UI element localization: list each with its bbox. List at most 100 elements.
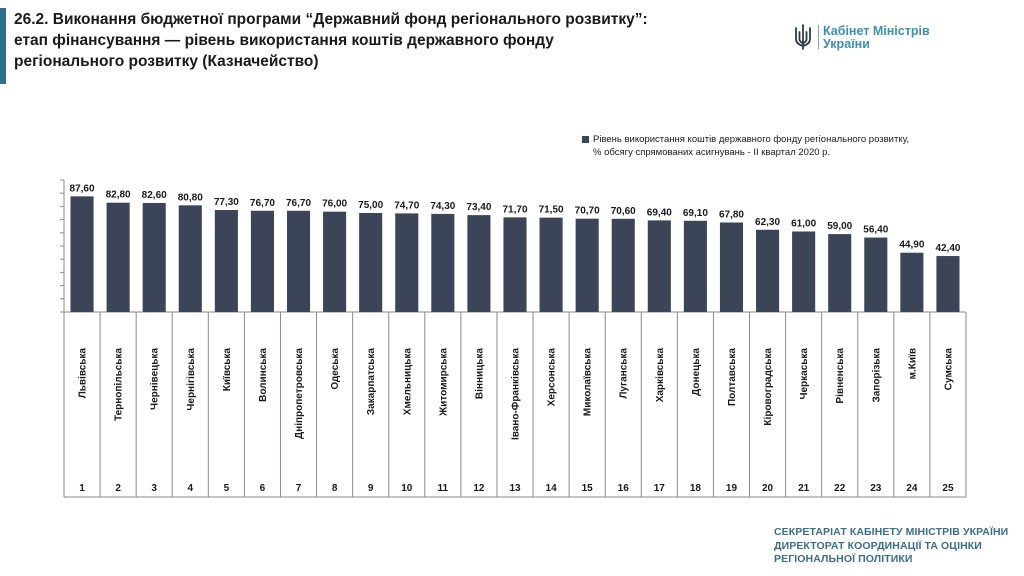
rank-label: 23 — [870, 483, 882, 494]
bar-2 — [106, 202, 130, 312]
value-label: 71,50 — [539, 205, 564, 216]
bar-11 — [431, 213, 455, 312]
rank-label: 15 — [582, 483, 594, 494]
category-label: Закарпатська — [366, 348, 377, 416]
category-label: Кіровоградська — [763, 348, 774, 426]
rank-label: 9 — [368, 483, 374, 494]
category-label: Київська — [222, 348, 233, 392]
value-label: 87,60 — [70, 183, 95, 194]
rank-label: 5 — [224, 483, 230, 494]
value-label: 69,10 — [683, 208, 708, 219]
bar-17 — [647, 220, 671, 312]
bar-12 — [467, 215, 491, 312]
value-label: 67,80 — [719, 210, 744, 221]
rank-label: 13 — [509, 483, 521, 494]
category-label: Черкаська — [799, 348, 810, 400]
value-label: 70,60 — [611, 206, 636, 217]
value-label: 71,70 — [502, 204, 527, 215]
bar-20 — [756, 229, 780, 312]
rank-label: 3 — [151, 483, 157, 494]
category-label: Миколаївська — [583, 348, 594, 417]
value-label: 70,70 — [575, 206, 600, 217]
bar-8 — [323, 211, 347, 312]
value-label: 76,70 — [286, 198, 311, 209]
category-label: Чернігівська — [186, 348, 197, 411]
title-line-3: регіонального розвитку (Казначейство) — [14, 53, 319, 70]
rank-label: 17 — [654, 483, 666, 494]
logo-line-1: Кабінет Міністрів — [823, 24, 930, 38]
logo-line-2: України — [823, 37, 870, 51]
category-label: м.Київ — [907, 348, 918, 379]
category-label: Івано-Франківська — [511, 348, 522, 440]
category-label: Вінницька — [474, 348, 485, 400]
value-label: 73,40 — [466, 202, 491, 213]
title-accent-bar — [0, 8, 6, 84]
bar-16 — [611, 218, 635, 312]
value-label: 76,00 — [322, 199, 347, 210]
category-label: Харківська — [655, 348, 666, 403]
bar-7 — [286, 210, 311, 312]
value-label: 61,00 — [791, 218, 816, 229]
value-label: 69,40 — [647, 207, 672, 218]
bar-9 — [359, 213, 383, 312]
bar-21 — [792, 231, 816, 312]
value-label: 44,90 — [899, 240, 924, 251]
bar-18 — [683, 220, 707, 312]
chart-legend: Рівень використання коштів державного фо… — [582, 133, 909, 159]
value-label: 76,70 — [250, 198, 275, 209]
rank-label: 14 — [546, 483, 558, 494]
logo-separator — [818, 25, 819, 49]
value-label: 42,40 — [935, 243, 960, 254]
value-label: 75,00 — [358, 200, 383, 211]
rank-label: 4 — [187, 483, 193, 494]
rank-label: 24 — [906, 483, 918, 494]
rank-label: 18 — [690, 483, 702, 494]
title-line-1: 26.2. Виконання бюджетної програми “Держ… — [14, 11, 648, 28]
value-label: 82,80 — [106, 190, 131, 201]
footer-line-1: СЕКРЕТАРІАТ КАБІНЕТУ МІНІСТРІВ УКРАЇНИ — [774, 526, 1009, 538]
bar-4 — [178, 205, 202, 312]
bar-24 — [900, 252, 924, 312]
bar-22 — [828, 234, 852, 312]
category-label: Сумська — [943, 348, 954, 391]
value-label: 56,40 — [863, 225, 888, 236]
rank-label: 11 — [438, 483, 449, 494]
footer-line-2: ДИРЕКТОРАТ КООРДИНАЦІЇ ТА ОЦІНКИ — [774, 539, 982, 552]
bar-14 — [539, 217, 563, 312]
category-label: Полтавська — [727, 348, 738, 406]
category-label: Хмельницька — [402, 348, 413, 416]
category-label: Волинська — [258, 348, 269, 402]
footer-line-3: РЕГІОНАЛЬНОЇ ПОЛІТИКИ — [774, 553, 913, 565]
bar-3 — [142, 202, 166, 312]
rank-label: 19 — [726, 483, 738, 494]
bar-23 — [864, 237, 888, 312]
category-label: Львівська — [78, 348, 89, 399]
bar-1 — [70, 196, 94, 312]
bar-19 — [719, 222, 744, 312]
value-label: 62,30 — [755, 217, 780, 228]
value-label: 82,60 — [142, 190, 167, 201]
category-label: Чернівецька — [150, 348, 161, 410]
bar-25 — [936, 256, 960, 312]
value-label: 74,30 — [430, 201, 455, 212]
category-label: Рівненська — [835, 348, 846, 404]
value-label: 80,80 — [178, 192, 203, 203]
title-line-2: етап фінансування — рівень використання … — [14, 32, 554, 49]
rank-label: 6 — [260, 483, 266, 494]
rank-label: 25 — [942, 483, 954, 494]
category-label: Тернопільська — [114, 348, 125, 421]
footer-organization: СЕКРЕТАРІАТ КАБІНЕТУ МІНІСТРІВ УКРАЇНИ Д… — [774, 526, 1008, 567]
rank-label: 2 — [115, 483, 121, 494]
category-label: Луганська — [619, 348, 630, 399]
legend-line-1: Рівень використання коштів державного фо… — [593, 134, 910, 145]
category-label: Одеська — [330, 348, 341, 390]
value-label: 77,30 — [214, 197, 239, 208]
rank-label: 12 — [473, 483, 485, 494]
bar-10 — [395, 213, 419, 312]
value-label: 59,00 — [827, 221, 852, 232]
category-label: Дніпропетровська — [294, 348, 305, 439]
rank-label: 20 — [762, 483, 774, 494]
category-label: Житомирська — [438, 348, 449, 417]
rank-label: 7 — [296, 483, 302, 494]
